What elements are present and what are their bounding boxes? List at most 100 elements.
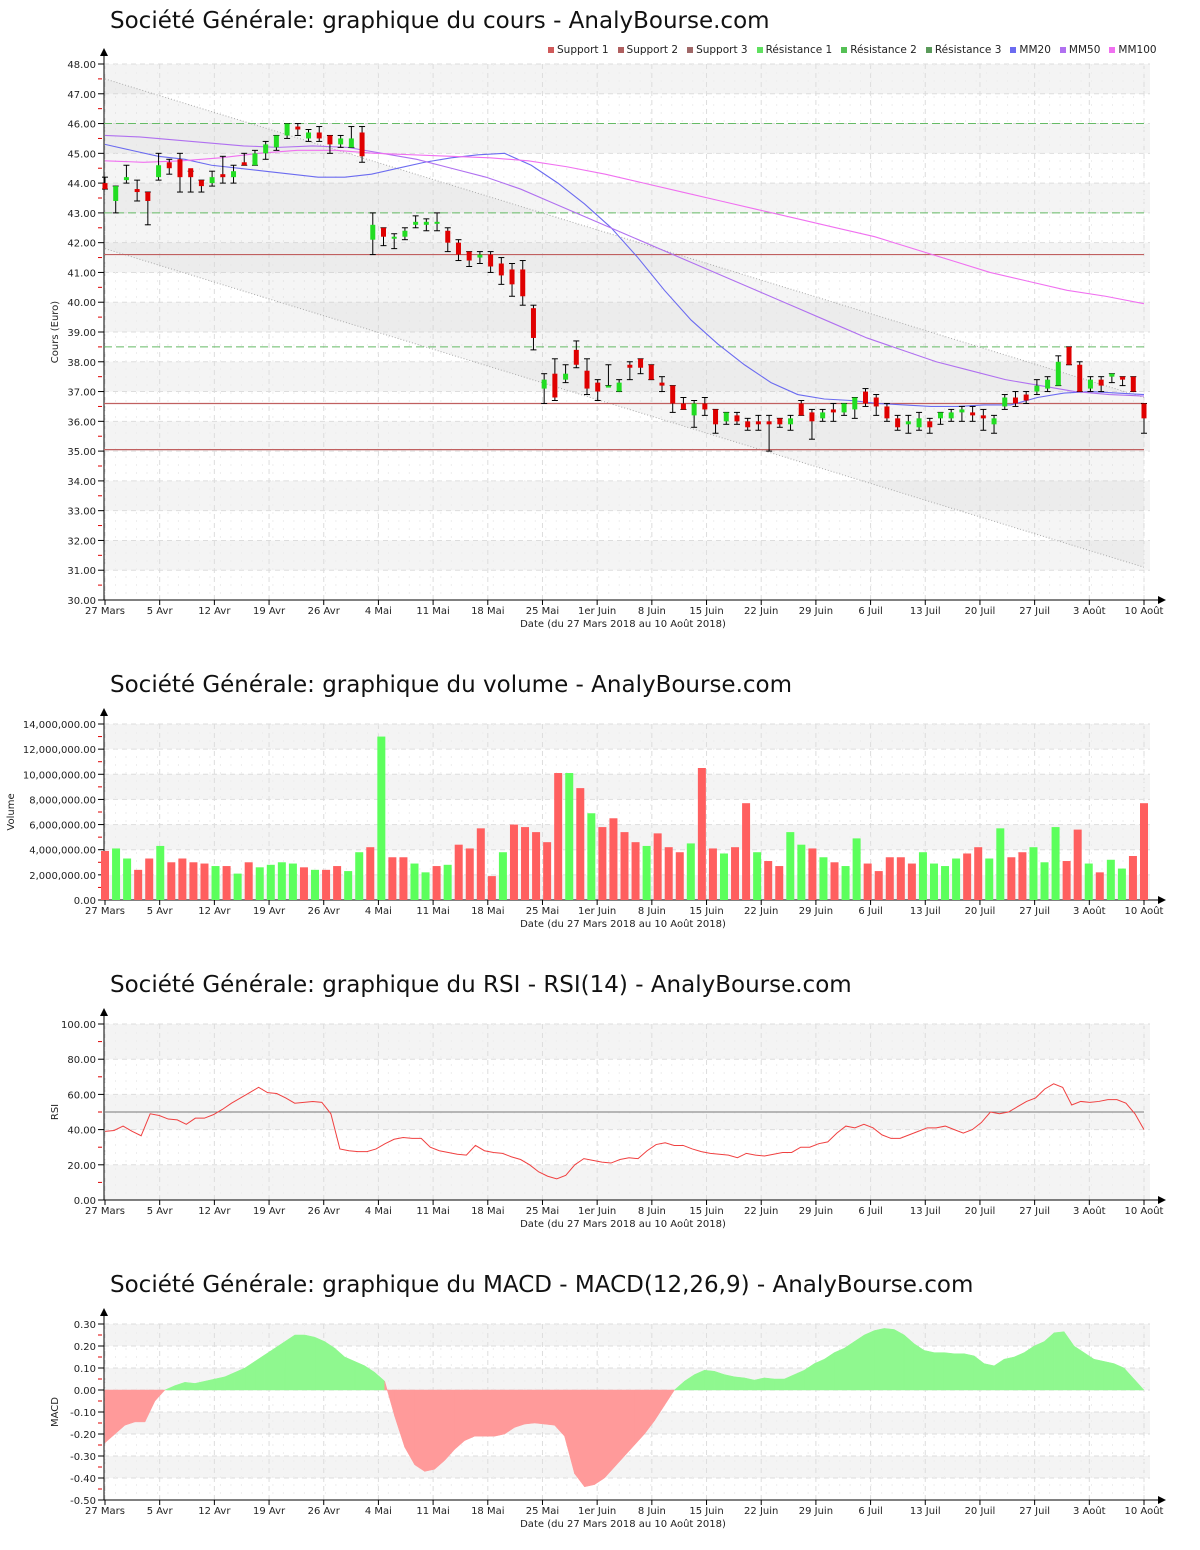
legend-swatch-icon — [548, 47, 554, 53]
volume-bar — [1084, 863, 1093, 900]
candle — [455, 239, 462, 262]
candle — [937, 411, 944, 425]
candle — [691, 399, 698, 428]
y-tick-label: -0.40 — [70, 1474, 96, 1485]
x-tick-label: 13 Juil — [910, 606, 941, 617]
macd-area-segment — [324, 1341, 336, 1391]
x-tick-label: 5 Avr — [147, 606, 174, 617]
legend-item-mm20: MM20 — [1010, 44, 1051, 56]
macd-area-segment — [774, 1378, 785, 1391]
y-tick-label: 0.00 — [74, 896, 96, 907]
y-axis-arrow-icon — [100, 1008, 108, 1016]
volume-bar — [443, 864, 452, 900]
macd-area-segment — [804, 1363, 815, 1391]
candle — [509, 263, 516, 297]
y-tick-label: 10,000,000.00 — [23, 770, 96, 781]
candle — [123, 164, 130, 184]
macd-area-segment — [444, 1389, 455, 1462]
volume-bar — [775, 866, 784, 900]
macd-area-segment — [1033, 1341, 1045, 1391]
legend-swatch-icon — [1010, 47, 1017, 53]
volume-bar — [952, 858, 961, 900]
x-tick-label: 18 Mai — [471, 1206, 504, 1217]
legend-item-mm50: MM50 — [1059, 44, 1100, 56]
volume-bar — [742, 803, 751, 900]
volume-bar — [907, 863, 916, 900]
volume-bar — [167, 862, 176, 900]
y-axis-title: MACD — [50, 1397, 61, 1427]
legend-label: Support 2 — [626, 44, 679, 56]
volume-bar — [896, 857, 905, 900]
candle — [766, 414, 773, 452]
candle — [380, 227, 387, 247]
candle — [648, 364, 655, 381]
legend-label: Résistance 2 — [850, 44, 917, 56]
macd-area-segment — [624, 1389, 635, 1457]
y-tick-label: 45.00 — [67, 149, 96, 160]
candle — [326, 134, 333, 154]
x-tick-label: 3 Août — [1073, 1205, 1106, 1217]
y-tick-label: 34.00 — [67, 477, 96, 488]
volume-bar — [498, 852, 507, 900]
x-tick-label: 27 Juil — [1019, 1206, 1050, 1217]
candle — [219, 155, 226, 184]
volume-bar — [786, 832, 795, 900]
macd-area-segment — [264, 1347, 276, 1391]
x-tick-label: 6 Juil — [858, 906, 882, 917]
volume-bar — [753, 852, 762, 900]
volume-bar — [565, 773, 574, 900]
macd-area-segment — [594, 1389, 605, 1486]
volume-bar — [620, 832, 629, 900]
volume-bar — [885, 857, 894, 900]
grid-band — [104, 1324, 1150, 1346]
x-tick-label: 1er Juin — [578, 1506, 616, 1517]
y-tick-label: 33.00 — [67, 507, 96, 518]
x-tick-label: 27 Juil — [1019, 606, 1050, 617]
x-tick-label: 22 Juin — [744, 1206, 778, 1217]
y-tick-label: 6,000,000.00 — [29, 821, 96, 832]
candle — [412, 215, 419, 229]
candle — [434, 212, 441, 232]
candle — [316, 126, 323, 142]
macd-area-segment — [864, 1330, 875, 1391]
volume-bar — [830, 862, 839, 900]
volume-bar — [509, 824, 518, 900]
macd-area-segment — [574, 1389, 585, 1488]
volume-chart-title: Société Générale: graphique du volume - … — [110, 672, 793, 698]
candle — [1012, 391, 1019, 407]
candle — [637, 358, 644, 375]
grid-band — [104, 64, 1150, 94]
candle — [669, 385, 676, 413]
legend-label: Résistance 1 — [765, 44, 833, 56]
volume-chart: 14,000,000.00 12,000,000.00 10,000,000.00 8… — [6, 708, 1166, 930]
macd-area-segment — [104, 1389, 116, 1444]
legend-item-mm100: MM100 — [1109, 44, 1157, 56]
volume-bar — [532, 832, 541, 900]
candle — [102, 176, 108, 190]
x-tick-label: 6 Juil — [858, 1206, 882, 1217]
candle — [830, 402, 837, 422]
volume-bar — [277, 862, 286, 900]
macd-area-segment — [634, 1389, 645, 1446]
volume-bar — [576, 788, 585, 900]
volume-bar — [764, 861, 773, 900]
x-axis-title: Date (du 27 Mars 2018 au 10 Août 2018) — [520, 918, 726, 930]
grid-band — [104, 421, 1150, 452]
candle — [594, 379, 601, 401]
volume-bar — [311, 869, 320, 900]
x-tick-label: 10 Août — [1125, 1205, 1164, 1217]
x-tick-label: 12 Avr — [198, 1206, 231, 1217]
macd-area-segment — [494, 1389, 505, 1437]
candle — [991, 414, 998, 434]
mm100-line — [104, 149, 1145, 305]
x-tick-label: 12 Avr — [198, 606, 231, 617]
candle — [1108, 373, 1115, 384]
volume-bar — [1095, 872, 1104, 900]
y-axis-arrow-icon — [100, 1308, 108, 1316]
volume-bar — [399, 857, 408, 900]
macd-area-segment — [1053, 1331, 1065, 1391]
volume-bar — [1106, 859, 1115, 900]
x-axis-title: Date (du 27 Mars 2018 au 10 Août 2018) — [520, 618, 726, 630]
y-tick-label: 47.00 — [67, 90, 96, 101]
macd-area-segment — [184, 1382, 196, 1391]
